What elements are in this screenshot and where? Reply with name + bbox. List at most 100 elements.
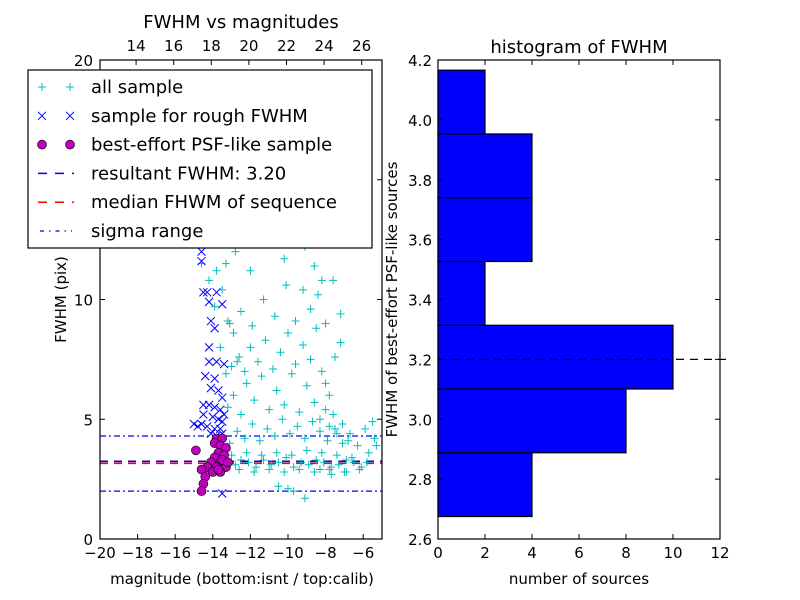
all-sample-point xyxy=(233,427,242,436)
y-tick-label: 3.6 xyxy=(408,232,432,250)
all-sample-point xyxy=(291,317,300,326)
all-sample-point xyxy=(312,455,321,464)
y-tick-label: 10 xyxy=(74,292,93,310)
histogram-ticks: 0 2 4 6 8 10 12 2.6 2.8 3.0 3.2 3.4 3.6 3.8 4.0 4.2 xyxy=(408,52,729,562)
y-tick-label: 3.8 xyxy=(408,172,432,190)
legend-item: sample for rough FWHM xyxy=(37,106,308,127)
all-sample-point xyxy=(314,290,323,299)
all-sample-point xyxy=(233,357,242,366)
all-sample-point xyxy=(261,336,270,345)
all-sample-point xyxy=(317,276,326,285)
top-x-tick-label: 20 xyxy=(239,37,258,55)
rough-sample-point xyxy=(204,343,214,352)
rough-sample-point xyxy=(206,316,216,326)
rough-sample-point xyxy=(193,422,203,431)
y-tick-label: 2.8 xyxy=(408,471,432,489)
all-sample-point xyxy=(338,420,347,429)
all-sample-point xyxy=(223,317,232,326)
all-sample-point xyxy=(250,396,259,405)
legend-box xyxy=(27,69,373,249)
y-tick-label: 3.4 xyxy=(408,292,432,310)
rough-sample-point xyxy=(210,402,220,412)
all-sample-point xyxy=(274,458,283,467)
all-sample-point xyxy=(235,352,244,361)
all-sample-point xyxy=(274,482,283,491)
all-sample-point xyxy=(295,408,304,417)
all-sample-point xyxy=(231,460,240,469)
legend-item: resultant FWHM: 3.20 xyxy=(38,163,286,184)
all-sample-point xyxy=(216,343,225,352)
all-sample-point xyxy=(257,372,266,381)
legend-label: sample for rough FWHM xyxy=(91,106,308,127)
y-tick-label: 5 xyxy=(83,411,93,429)
all-sample-point xyxy=(223,403,232,412)
psf-sample-point xyxy=(196,486,207,496)
all-sample-point xyxy=(263,424,272,433)
x-tick-label: −6 xyxy=(352,544,374,562)
all-sample-point xyxy=(289,463,298,472)
rough-sample-point xyxy=(206,383,216,393)
rough-sample-point xyxy=(214,414,223,424)
all-sample-point xyxy=(302,446,311,455)
x-tick-label: 8 xyxy=(621,544,631,562)
all-sample-point xyxy=(364,448,373,457)
all-sample-point xyxy=(227,451,236,460)
rough-sample-point xyxy=(200,371,210,381)
all-sample-point xyxy=(342,467,351,476)
all-sample-point xyxy=(315,427,324,436)
all-sample-point xyxy=(250,467,259,476)
all-sample-point xyxy=(278,415,287,424)
all-sample-point xyxy=(229,391,238,400)
legend-label: median FHWM of sequence xyxy=(91,192,337,213)
histogram-panel: 0 2 4 6 8 10 12 2.6 2.8 3.0 3.2 3.4 3.6 3.8 4.0 4.2 his… xyxy=(383,37,730,588)
x-tick-label: 6 xyxy=(574,544,584,562)
x-tick-label: −16 xyxy=(159,544,191,562)
y-tick-label: 3.2 xyxy=(408,351,432,369)
all-sample-point xyxy=(257,451,266,460)
all-sample-point xyxy=(284,329,292,338)
rough-sample-point xyxy=(217,393,227,403)
all-sample-point xyxy=(331,352,339,361)
all-sample-point xyxy=(276,348,285,357)
x-tick-label: −8 xyxy=(315,544,337,562)
plus-marker-icon xyxy=(66,83,74,91)
all-sample-point xyxy=(282,453,291,462)
all-sample-point xyxy=(342,455,351,464)
rough-sample-point xyxy=(202,422,212,431)
psf-sample-point xyxy=(223,457,233,468)
all-sample-point xyxy=(349,458,358,467)
all-sample-point xyxy=(304,460,313,469)
all-sample-point xyxy=(336,338,345,347)
rough-sample-point xyxy=(204,357,214,367)
rough-sample-point xyxy=(217,299,227,309)
all-sample-point xyxy=(235,465,244,474)
all-sample-point xyxy=(325,391,334,400)
all-sample-point xyxy=(229,329,238,338)
all-sample-point xyxy=(370,434,379,443)
rough-sample-point xyxy=(210,323,220,333)
top-x-tick-label: 22 xyxy=(277,37,296,55)
rough-sample-point xyxy=(212,357,221,367)
all-sample-point xyxy=(280,254,289,263)
x-tick-label: −20 xyxy=(84,544,116,562)
all-sample-point xyxy=(327,470,336,479)
all-sample-point xyxy=(310,261,319,270)
all-sample-point xyxy=(302,381,311,390)
all-sample-point xyxy=(265,405,274,414)
all-sample-point xyxy=(265,465,274,474)
rough-sample-point xyxy=(208,412,218,422)
scatter-ticks: −20−18−16−14−12−10−8−6051015201416182022… xyxy=(74,37,382,562)
all-sample-point xyxy=(334,460,343,469)
all-sample-point xyxy=(332,429,341,438)
all-sample-point xyxy=(259,295,268,304)
all-sample-point xyxy=(299,341,308,350)
histogram-bar xyxy=(437,324,674,390)
all-sample-point xyxy=(306,305,315,314)
histogram-bar xyxy=(437,260,486,326)
all-sample-point xyxy=(368,417,377,426)
rough-sample-point xyxy=(204,297,214,307)
all-sample-point xyxy=(242,379,251,388)
histogram-bar xyxy=(437,133,533,199)
all-sample-point xyxy=(321,405,330,414)
